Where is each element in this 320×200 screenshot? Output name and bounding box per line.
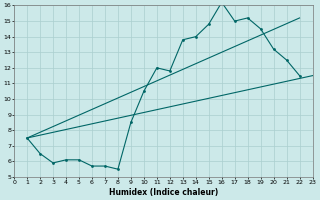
X-axis label: Humidex (Indice chaleur): Humidex (Indice chaleur): [109, 188, 218, 197]
